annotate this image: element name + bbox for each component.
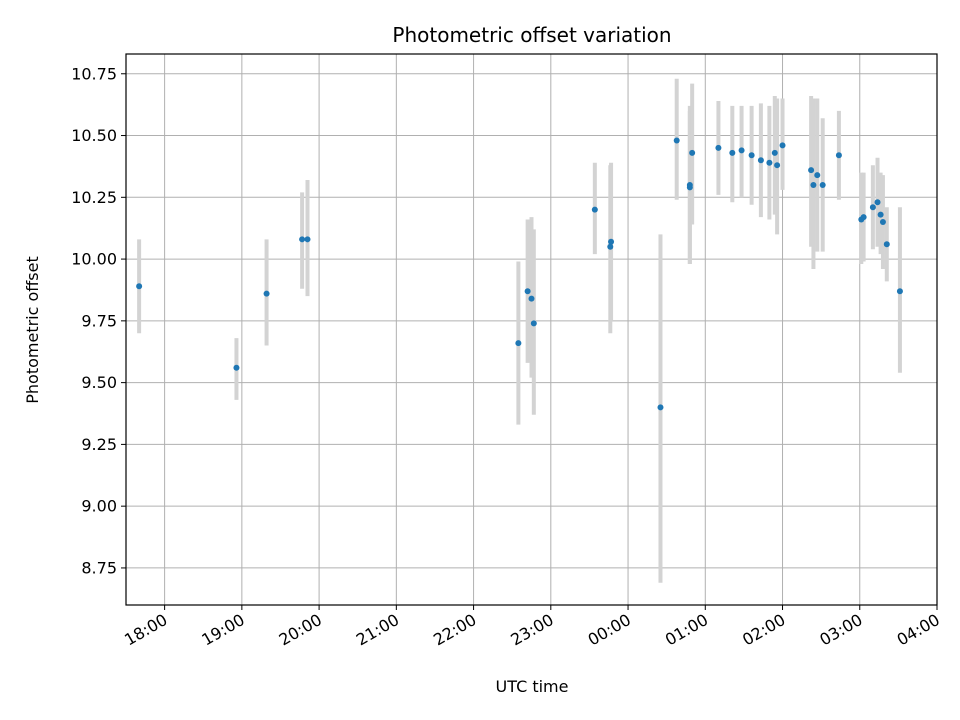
data-point — [883, 241, 890, 248]
data-point — [607, 243, 614, 250]
data-point — [715, 144, 722, 151]
data-point — [657, 404, 664, 411]
data-point — [774, 162, 781, 169]
data-point — [896, 288, 903, 295]
y-axis-title: Photometric offset — [23, 256, 42, 404]
data-point — [591, 206, 598, 213]
chart-title: Photometric offset variation — [392, 23, 671, 47]
data-point — [877, 211, 884, 218]
data-point — [524, 288, 531, 295]
y-tick-label: 10.25 — [71, 188, 117, 207]
data-point — [608, 238, 615, 245]
data-point — [757, 157, 764, 164]
data-point — [814, 172, 821, 179]
data-point — [779, 142, 786, 149]
y-tick-label: 9.50 — [81, 373, 117, 392]
data-point — [233, 364, 240, 371]
data-point — [808, 167, 815, 174]
data-point — [819, 181, 826, 188]
data-point — [136, 283, 143, 290]
data-point — [299, 236, 306, 243]
y-tick-label: 9.00 — [81, 497, 117, 516]
data-point — [835, 152, 842, 159]
data-point — [729, 149, 736, 156]
y-tick-label: 9.25 — [81, 435, 117, 454]
y-tick-label: 10.00 — [71, 250, 117, 269]
data-point — [766, 159, 773, 166]
data-point — [771, 149, 778, 156]
y-tick-label: 10.50 — [71, 126, 117, 145]
data-point — [860, 214, 867, 221]
data-point — [304, 236, 311, 243]
y-axis-ticks: 8.75 9.00 9.25 9.50 9.75 10.00 10.25 10.50 10.75 — [71, 64, 126, 577]
data-point — [530, 320, 537, 327]
data-point — [879, 219, 886, 226]
y-tick-label: 8.75 — [81, 558, 117, 577]
data-point — [748, 152, 755, 159]
data-point — [874, 199, 881, 206]
data-point — [686, 181, 693, 188]
data-points — [136, 137, 903, 411]
y-tick-label: 10.75 — [71, 64, 117, 83]
data-point — [515, 340, 522, 347]
data-point — [869, 204, 876, 211]
data-point — [673, 137, 680, 144]
data-point — [263, 290, 270, 297]
data-point — [810, 181, 817, 188]
x-axis-title: UTC time — [496, 677, 569, 696]
data-point — [738, 147, 745, 154]
plot-frame — [125, 53, 938, 606]
y-tick-label: 9.75 — [81, 311, 117, 330]
data-point — [689, 149, 696, 156]
data-point — [528, 295, 535, 302]
